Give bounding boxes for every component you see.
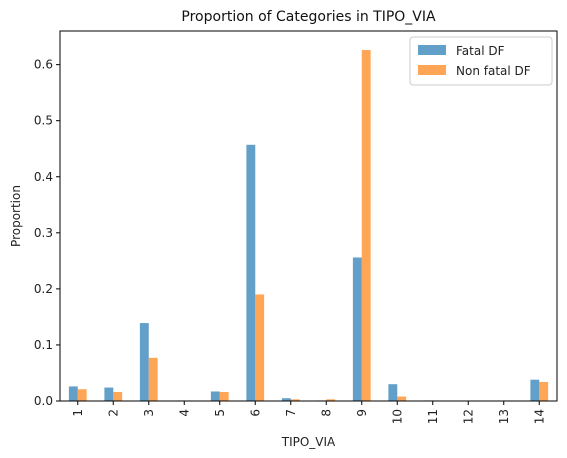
bar-fatal-9 [352, 257, 362, 401]
x-axis-title: TIPO_VIA [281, 435, 336, 449]
y-tick-label: 0.4 [34, 170, 53, 184]
y-tick-label: 0.1 [34, 338, 53, 352]
x-tick-label: 6 [248, 409, 262, 417]
y-axis: 0.0 0.1 0.2 0.3 0.4 0.5 0.6 [34, 58, 60, 408]
bar-nonfatal-7 [290, 399, 300, 401]
bar-fatal-14 [530, 379, 540, 401]
legend-swatch [418, 45, 446, 55]
bar-fatal-3 [139, 323, 149, 401]
bar-nonfatal-1 [77, 389, 87, 401]
x-tick-label: 2 [106, 409, 120, 417]
x-tick-label: 7 [284, 409, 298, 417]
y-axis-title: Proportion [9, 185, 23, 247]
bar-nonfatal-9 [361, 50, 371, 402]
legend: Fatal DF Non fatal DF [409, 36, 553, 86]
legend-swatch [418, 65, 446, 75]
x-tick-label: 1 [71, 409, 85, 417]
bar-nonfatal-2 [113, 392, 123, 401]
chart-title: Proportion of Categories in TIPO_VIA [181, 9, 436, 25]
bar-fatal-5 [210, 391, 220, 401]
bar-fatal-7 [281, 398, 291, 401]
bar-fatal-6 [246, 144, 256, 402]
y-tick-label: 0.6 [34, 58, 53, 72]
legend-label: Non fatal DF [456, 64, 531, 78]
bar-nonfatal-10 [397, 396, 407, 401]
y-tick-label: 0.3 [34, 226, 53, 240]
x-tick-label: 12 [461, 409, 475, 424]
x-axis: 1 2 3 4 5 6 7 8 9 10 11 12 13 14 [71, 401, 546, 424]
y-tick-label: 0.0 [34, 394, 53, 408]
y-tick-label: 0.5 [34, 114, 53, 128]
x-tick-label: 10 [390, 409, 404, 424]
bars-group [68, 50, 549, 402]
x-tick-label: 9 [355, 409, 369, 417]
plot-frame [59, 30, 558, 402]
bar-nonfatal-8 [326, 399, 336, 401]
bar-nonfatal-14 [539, 381, 549, 401]
bar-nonfatal-3 [148, 357, 158, 401]
bar-fatal-2 [104, 387, 114, 401]
bar-fatal-1 [68, 386, 78, 401]
y-tick-label: 0.2 [34, 282, 53, 296]
x-tick-label: 4 [177, 409, 191, 417]
bar-fatal-10 [388, 384, 398, 401]
x-tick-label: 14 [532, 409, 546, 424]
legend-label: Fatal DF [456, 44, 505, 58]
bar-nonfatal-6 [255, 294, 265, 401]
x-tick-label: 5 [213, 409, 227, 417]
x-tick-label: 13 [497, 409, 511, 424]
x-tick-label: 11 [426, 409, 440, 424]
bar-nonfatal-5 [219, 392, 229, 401]
x-tick-label: 3 [142, 409, 156, 417]
x-tick-label: 8 [319, 409, 333, 417]
